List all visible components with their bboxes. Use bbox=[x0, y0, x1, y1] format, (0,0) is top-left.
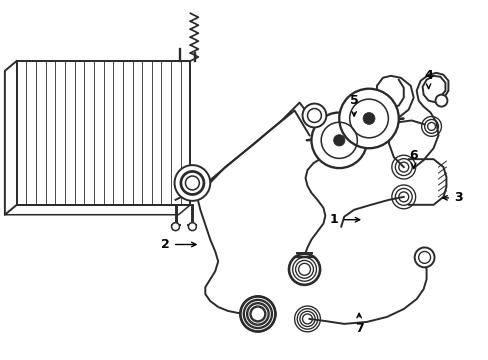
Circle shape bbox=[339, 89, 398, 148]
Circle shape bbox=[174, 165, 210, 201]
Text: 6: 6 bbox=[408, 149, 417, 168]
Circle shape bbox=[240, 296, 275, 332]
Text: 3: 3 bbox=[442, 192, 462, 204]
Circle shape bbox=[435, 95, 447, 107]
Text: 1: 1 bbox=[329, 213, 359, 226]
Circle shape bbox=[362, 113, 374, 125]
Circle shape bbox=[288, 253, 320, 285]
Circle shape bbox=[333, 135, 344, 146]
Circle shape bbox=[188, 223, 196, 231]
Text: 2: 2 bbox=[161, 238, 196, 251]
Circle shape bbox=[171, 223, 179, 231]
Circle shape bbox=[302, 104, 325, 127]
Text: 5: 5 bbox=[349, 94, 358, 116]
Text: 7: 7 bbox=[354, 313, 363, 336]
Circle shape bbox=[414, 247, 434, 267]
Circle shape bbox=[311, 113, 366, 168]
Circle shape bbox=[180, 171, 204, 195]
Text: 4: 4 bbox=[423, 69, 432, 89]
